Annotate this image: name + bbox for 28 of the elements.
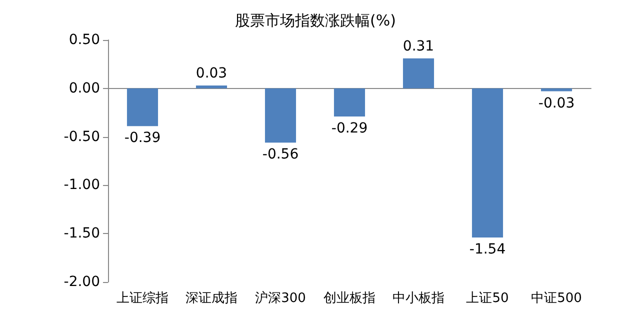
x-tick-label: 上证综指 (116, 291, 168, 306)
y-tick-label: 0.00 (68, 80, 100, 96)
bar (264, 88, 296, 143)
x-tick-label: 上证50 (466, 291, 509, 306)
data-label: -1.54 (469, 241, 506, 258)
bar (472, 88, 504, 238)
data-label: 0.03 (196, 65, 228, 82)
x-tick-label: 深证成指 (186, 291, 238, 306)
y-tick-label: -0.50 (64, 128, 100, 145)
data-label: -0.29 (331, 120, 368, 136)
x-tick-label: 中证500 (531, 291, 582, 306)
x-tick-label: 沪深300 (255, 290, 306, 306)
chart-title: 股票市场指数涨跌幅(%) (235, 12, 396, 30)
data-label: -0.39 (124, 130, 161, 146)
data-label: -0.56 (262, 146, 299, 163)
y-tick-label: 0.50 (68, 32, 100, 48)
data-label: 0.31 (402, 38, 434, 54)
bar (402, 58, 434, 88)
bar (126, 88, 158, 126)
bar (540, 88, 572, 92)
bar (196, 85, 228, 88)
x-tick-label: 中小板指 (392, 291, 444, 306)
y-tick-label: -1.50 (64, 226, 100, 242)
bar (334, 88, 366, 116)
y-tick-label: -2.00 (64, 274, 100, 290)
y-tick-label: -1.00 (64, 177, 100, 194)
data-label: -0.03 (538, 95, 575, 112)
x-tick-label: 创业板指 (324, 291, 376, 306)
